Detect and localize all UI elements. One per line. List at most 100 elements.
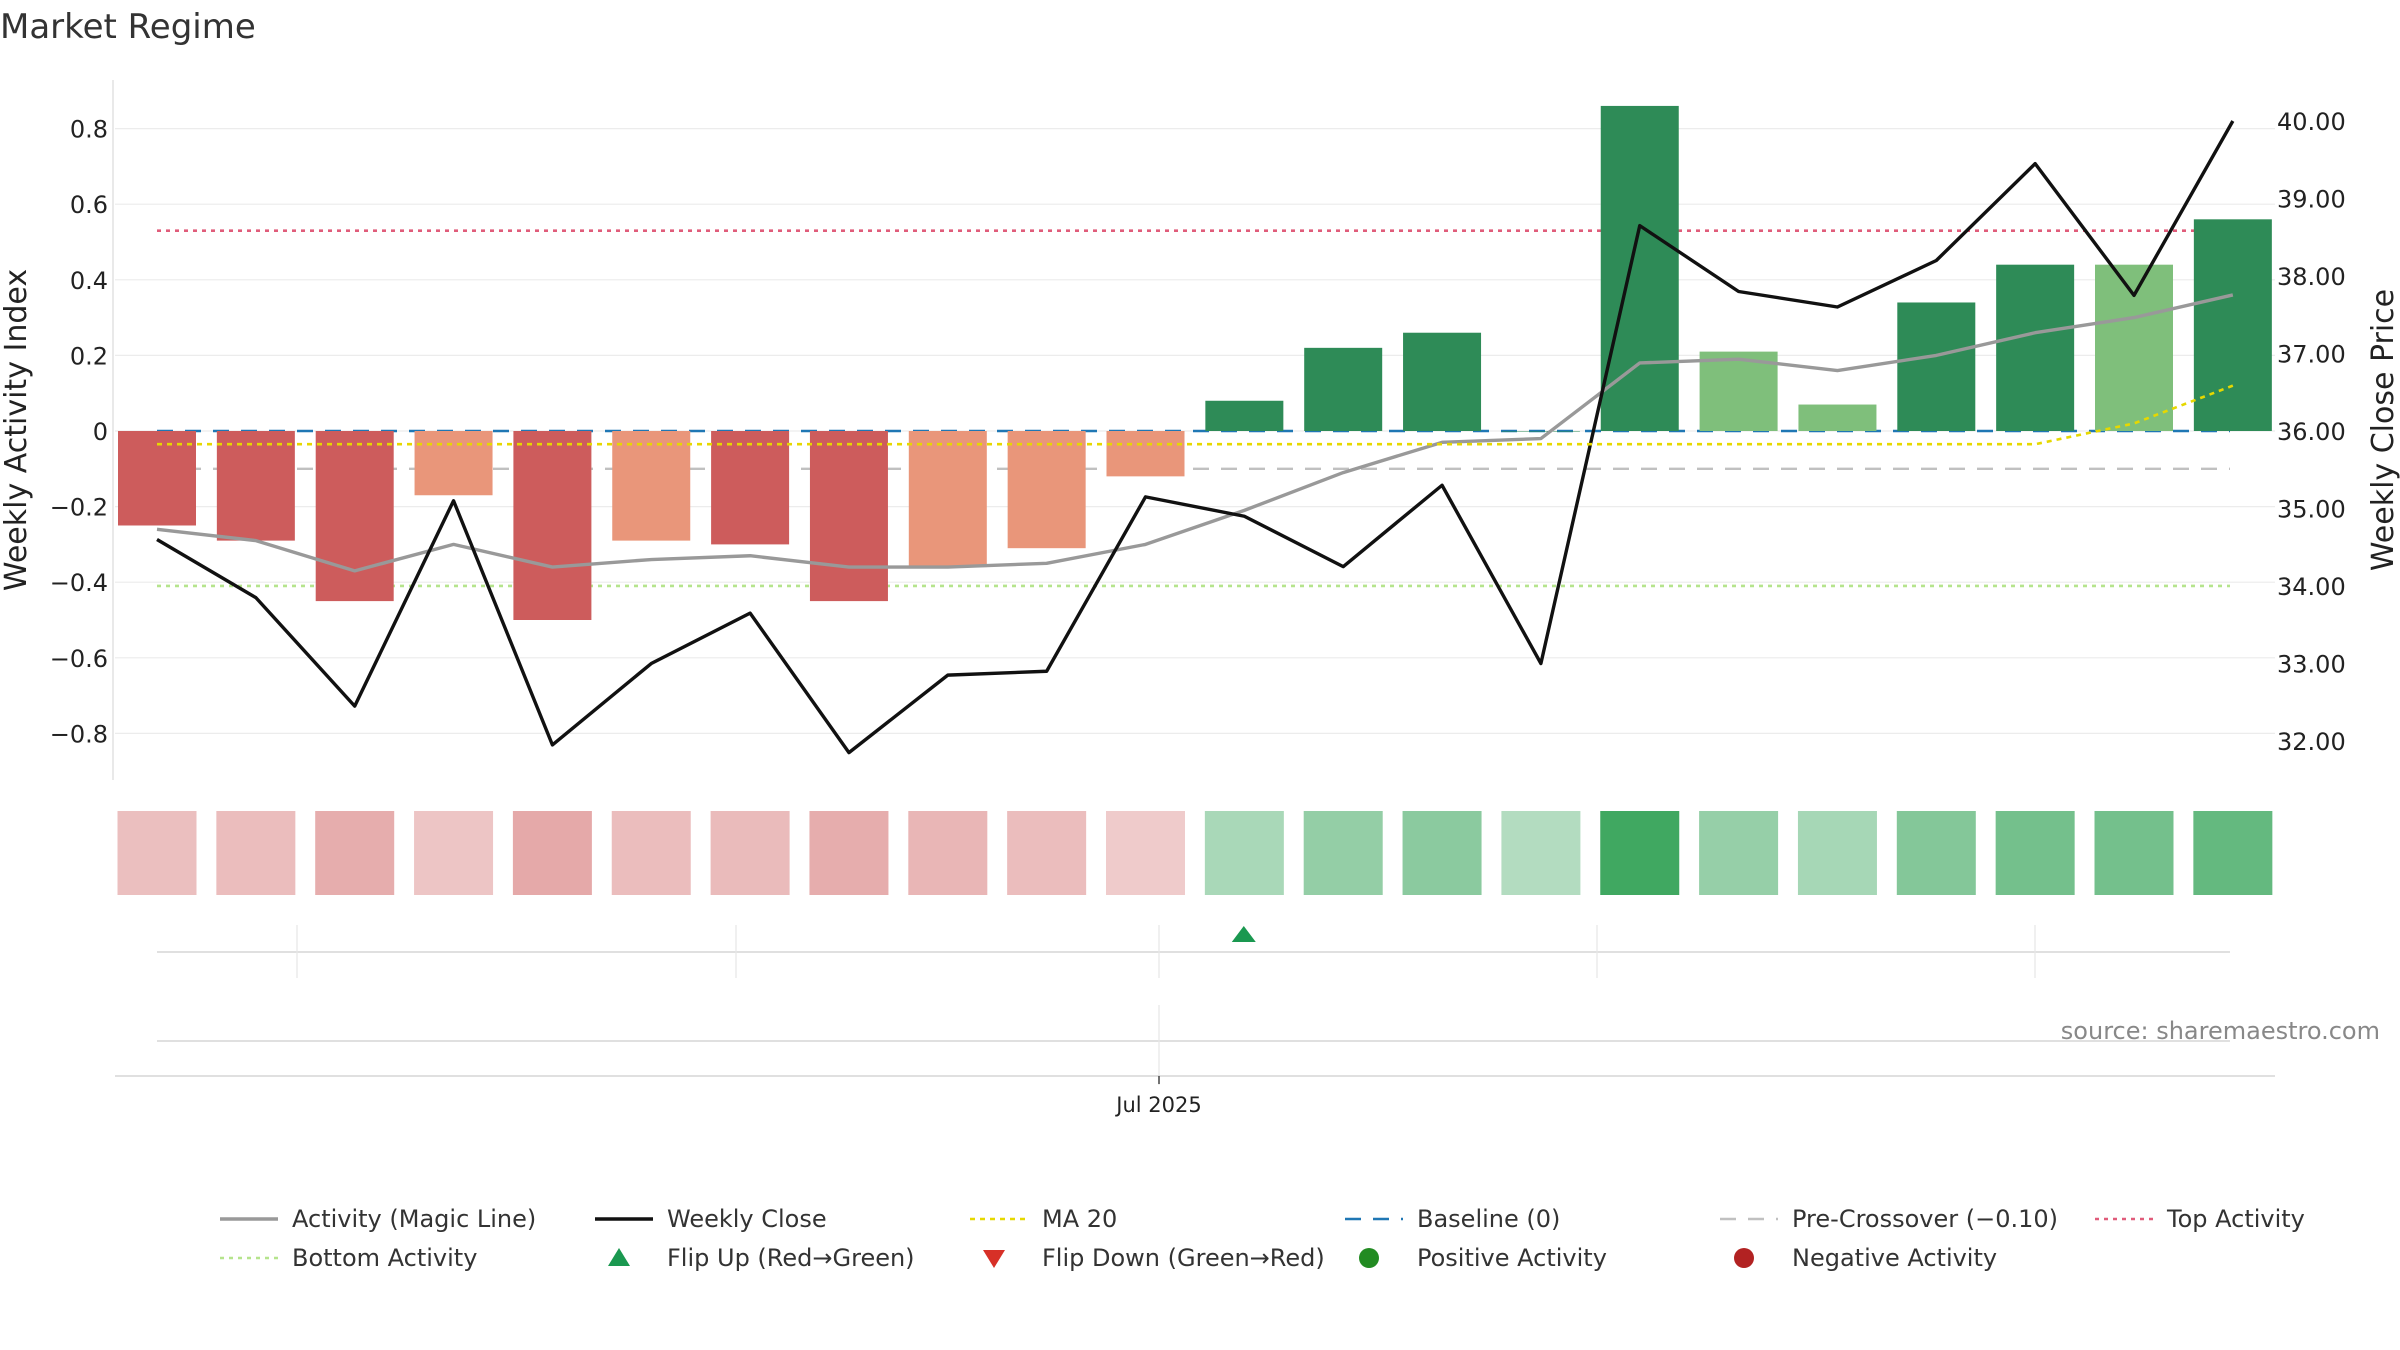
y2-tick-label: 40.00 [2277, 108, 2346, 136]
legend-item: Activity (Magic Line) [220, 1205, 536, 1233]
legend-item: Pre-Crossover (−0.10) [1720, 1205, 2058, 1233]
legend-label: MA 20 [1042, 1205, 1117, 1233]
legend-label: Top Activity [2166, 1205, 2305, 1233]
legend-label: Flip Down (Green→Red) [1042, 1244, 1325, 1272]
activity-bar [1798, 404, 1877, 431]
y2-axis-label: Weekly Close Price [2366, 289, 2400, 571]
legend-item: Negative Activity [1734, 1244, 1997, 1272]
weekly-close-line [156, 120, 2235, 755]
chart-title: Market Regime [0, 7, 256, 47]
activity-bar [216, 431, 295, 541]
activity-bar [612, 431, 691, 541]
activity-bar [908, 431, 987, 568]
legend-label: Bottom Activity [292, 1244, 477, 1272]
heat-strip-cell [1303, 811, 1383, 895]
legend-item: MA 20 [970, 1205, 1117, 1233]
y-tick-label: −0.6 [50, 645, 108, 673]
activity-bar [118, 431, 196, 526]
heat-strip-cell [1501, 811, 1581, 895]
heat-strip-cell [414, 811, 494, 895]
legend-label: Negative Activity [1792, 1244, 1997, 1272]
heat-strip-cell [1402, 811, 1482, 895]
activity-bar [809, 431, 888, 602]
heat-strip-cell [216, 811, 296, 895]
heat-strip-cell [1896, 811, 1976, 895]
legend-flip-down-icon [983, 1250, 1005, 1268]
heat-strip-cell [1699, 811, 1779, 895]
activity-bar [414, 431, 493, 496]
magic-line [156, 293, 2234, 573]
activity-bar [1403, 332, 1482, 431]
heat-strip-cell [1995, 811, 2075, 895]
activity-bar [1205, 400, 1284, 431]
y2-tick-label: 39.00 [2277, 186, 2346, 214]
series-lines [156, 120, 2235, 755]
reference-lines [157, 229, 2230, 588]
y-tick-label: 0.2 [70, 342, 108, 370]
legend-label: Weekly Close [667, 1205, 827, 1233]
activity-bar [1600, 105, 1679, 432]
legend-label: Baseline (0) [1417, 1205, 1560, 1233]
y-tick-label: 0.4 [70, 267, 108, 295]
heat-strip-cell [315, 811, 395, 895]
y2-tick-label: 36.00 [2277, 418, 2346, 446]
activity-bar [1106, 431, 1185, 477]
heat-strip-cell [512, 811, 592, 895]
legend-label: Pre-Crossover (−0.10) [1792, 1205, 2058, 1233]
y2-tick-label: 35.00 [2277, 496, 2346, 524]
y2-tick-label: 37.00 [2277, 341, 2346, 369]
activity-bar [1699, 351, 1778, 431]
source-credit: source: sharemaestro.com [2061, 1017, 2380, 1045]
heat-strip-cell [611, 811, 691, 895]
activity-bar [711, 431, 790, 545]
date-axis-panel [115, 1005, 2275, 1085]
heat-strip-cell [1600, 811, 1680, 895]
activity-bar [1501, 431, 1580, 432]
legend-item: Weekly Close [595, 1205, 827, 1233]
activity-bar [1897, 302, 1976, 431]
date-tick-label: Jul 2025 [1114, 1093, 1201, 1117]
y-tick-label: 0.6 [70, 191, 108, 219]
y-tick-label: −0.4 [50, 569, 108, 597]
legend: Activity (Magic Line) Weekly Close MA 20 Ba… [220, 1205, 2305, 1272]
heat-strip-cell [1797, 811, 1877, 895]
y-tick-label: −0.2 [50, 494, 108, 522]
y-tick-label: 0 [93, 418, 108, 446]
y2-tick-label: 32.00 [2277, 728, 2346, 756]
heat-strip-cell [2193, 811, 2273, 895]
legend-label: Flip Up (Red→Green) [667, 1244, 915, 1272]
activity-bar [1996, 264, 2075, 431]
heat-strip-cell [1106, 811, 1185, 895]
heat-strip-cell [908, 811, 988, 895]
activity-bar [513, 431, 592, 620]
activity-bar [1304, 347, 1383, 431]
heat-strip-cell [710, 811, 790, 895]
y-axis-label: Weekly Activity Index [0, 269, 34, 591]
y2-axis-ticks: 40.00 39.00 38.00 37.00 36.00 35.00 34.00 33.00… [2277, 108, 2346, 756]
legend-circle-icon [1734, 1248, 1754, 1268]
y-axis-ticks: 0.8 0.6 0.4 0.2 0 −0.2 −0.4 −0.6 −0.8 [50, 116, 108, 749]
legend-circle-icon [1359, 1248, 1379, 1268]
legend-item: Flip Up (Red→Green) [608, 1244, 915, 1272]
legend-label: Activity (Magic Line) [292, 1205, 536, 1233]
legend-label: Positive Activity [1417, 1244, 1607, 1272]
heat-strip-cell [117, 811, 197, 895]
heat-strip-cell [1204, 811, 1284, 895]
y2-tick-label: 34.00 [2277, 573, 2346, 601]
heat-strip-cell [2094, 811, 2174, 895]
legend-item: Flip Down (Green→Red) [983, 1244, 1325, 1272]
activity-bars [118, 105, 2272, 620]
activity-bar [2193, 219, 2272, 431]
activity-heat-strip [117, 811, 2273, 895]
y-tick-label: −0.8 [50, 720, 108, 748]
legend-item: Top Activity [2095, 1205, 2305, 1233]
legend-item: Baseline (0) [1345, 1205, 1560, 1233]
flip-events-panel [157, 925, 2230, 978]
legend-item: Positive Activity [1359, 1244, 1607, 1272]
activity-bar [2095, 264, 2173, 431]
heat-strip-cell [1007, 811, 1087, 895]
flip-up-marker [1231, 926, 1256, 942]
y2-tick-label: 33.00 [2277, 651, 2346, 679]
y-tick-label: 0.8 [70, 116, 108, 144]
